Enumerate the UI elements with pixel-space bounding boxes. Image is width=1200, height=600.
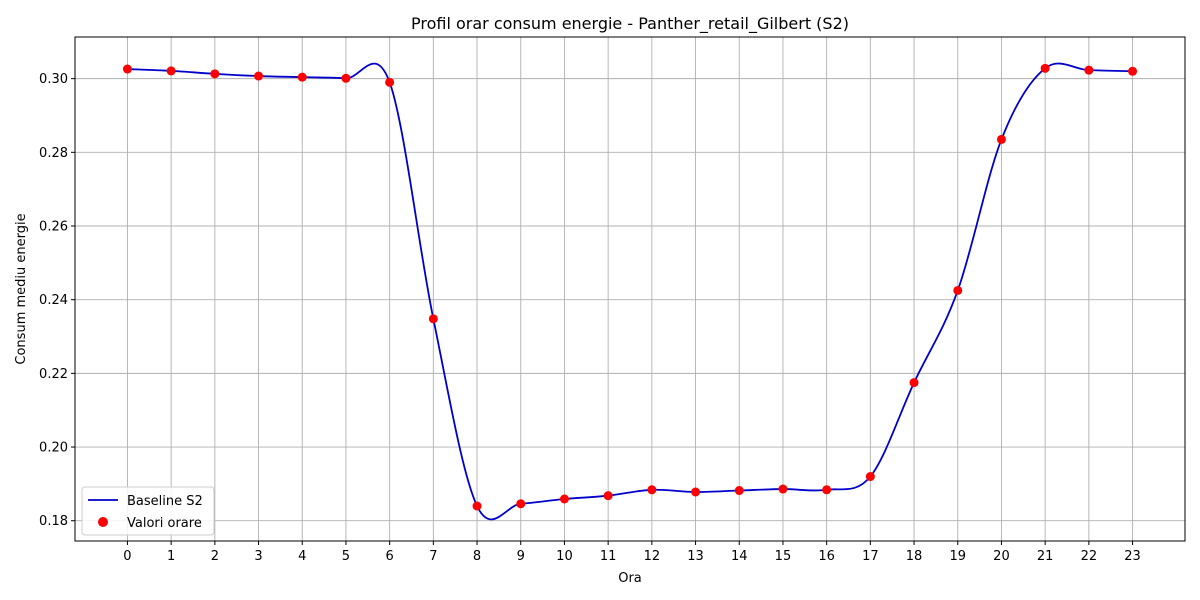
legend-marker-swatch: [98, 517, 108, 527]
x-tick-label: 12: [644, 549, 661, 564]
hourly-value-point: [297, 72, 307, 82]
hourly-value-point: [166, 66, 176, 76]
hourly-value-point: [1040, 63, 1050, 73]
hourly-value-point: [254, 71, 264, 81]
hourly-value-point: [822, 485, 832, 495]
hourly-value-point: [472, 501, 482, 511]
x-tick-label: 11: [600, 549, 617, 564]
x-tick-label: 1: [167, 549, 175, 564]
hourly-value-point: [996, 134, 1006, 144]
x-tick-label: 8: [473, 549, 481, 564]
hourly-value-point: [778, 484, 788, 494]
y-tick-label: 0.26: [39, 220, 68, 235]
chart-title: Profil orar consum energie - Panther_ret…: [411, 14, 849, 34]
hourly-value-point: [210, 69, 220, 79]
hourly-value-point: [909, 378, 919, 388]
hourly-value-point: [647, 485, 657, 495]
legend-entry-baseline: Baseline S2: [127, 494, 203, 509]
y-tick-label: 0.18: [39, 514, 68, 529]
legend-entry-hourly: Valori orare: [127, 516, 202, 531]
y-tick-label: 0.24: [39, 293, 68, 308]
x-axis-label: Ora: [618, 571, 642, 586]
y-tick-label: 0.22: [39, 367, 68, 382]
x-tick-label: 19: [949, 549, 966, 564]
x-tick-label: 16: [818, 549, 835, 564]
x-tick-label: 4: [298, 549, 306, 564]
tick-layer: 0 1 2 3 4 5 6 7 8 9 10 11 12 13 14 15 16 17 18 19 20 21 22 230.…: [39, 72, 1141, 564]
hourly-value-point: [734, 486, 744, 496]
hourly-value-point: [122, 64, 132, 74]
hourly-value-point: [1128, 66, 1138, 76]
hourly-value-point: [385, 77, 395, 87]
series-layer: [122, 62, 1138, 521]
hourly-value-point: [603, 491, 613, 501]
y-tick-label: 0.28: [39, 146, 68, 161]
x-tick-label: 17: [862, 549, 879, 564]
y-axis-label: Consum mediu energie: [14, 213, 29, 364]
x-tick-label: 3: [254, 549, 262, 564]
x-tick-label: 14: [731, 549, 748, 564]
x-tick-label: 15: [775, 549, 792, 564]
plot-frame: [74, 36, 1186, 542]
x-tick-label: 2: [211, 549, 219, 564]
x-tick-label: 5: [342, 549, 350, 564]
hourly-value-point: [865, 472, 875, 482]
grid-layer: [75, 37, 1185, 541]
hourly-value-point: [691, 487, 701, 497]
x-tick-label: 22: [1081, 549, 1098, 564]
legend: Baseline S2 Valori orare: [81, 486, 215, 536]
x-tick-label: 10: [556, 549, 573, 564]
hourly-value-point: [559, 494, 569, 504]
legend-box: [81, 486, 215, 536]
x-tick-label: 9: [517, 549, 525, 564]
x-tick-label: 23: [1124, 549, 1141, 564]
hourly-value-point: [953, 285, 963, 295]
x-tick-label: 6: [386, 549, 394, 564]
x-tick-label: 20: [993, 549, 1010, 564]
baseline-line: [127, 62, 1133, 521]
hourly-value-point: [516, 499, 526, 509]
hourly-value-point: [341, 73, 351, 83]
x-tick-label: 13: [687, 549, 704, 564]
y-tick-label: 0.30: [39, 72, 68, 87]
y-tick-label: 0.20: [39, 441, 68, 456]
hourly-value-point: [1084, 65, 1094, 75]
x-tick-label: 0: [123, 549, 131, 564]
x-tick-label: 21: [1037, 549, 1054, 564]
x-tick-label: 7: [429, 549, 437, 564]
x-tick-label: 18: [906, 549, 923, 564]
hourly-value-point: [428, 314, 438, 324]
